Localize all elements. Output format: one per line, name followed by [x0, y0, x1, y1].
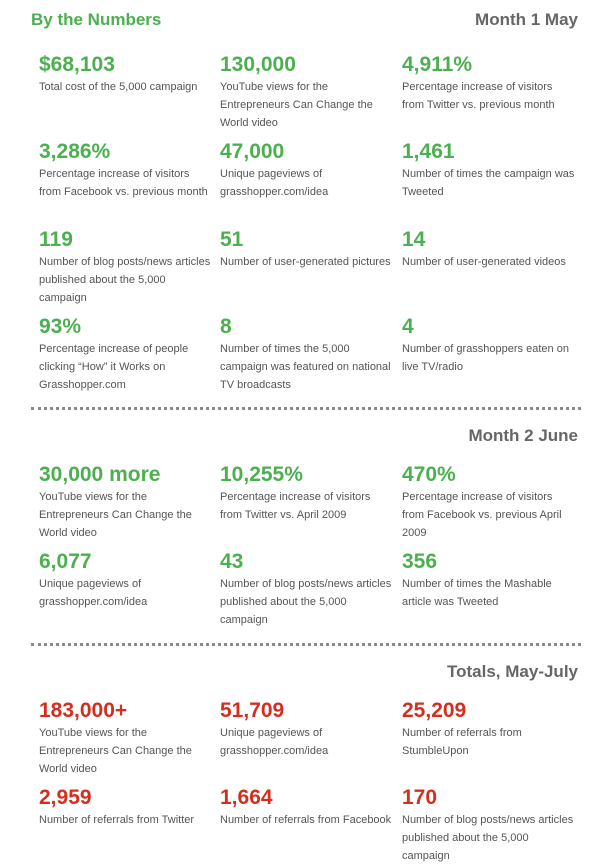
stat-item: 3,286% Percentage increase of visitors f…	[39, 139, 214, 201]
stat-value: 356	[402, 550, 438, 573]
stat-value: 2,959	[39, 786, 92, 809]
stat-item: 51,709 Unique pageviews of grasshopper.c…	[220, 698, 395, 760]
stat-value: 14	[402, 228, 426, 251]
stat-item: 14 Number of user-generated videos	[402, 227, 577, 271]
stat-value: 1,461	[402, 140, 455, 163]
stat-value: 470%	[402, 463, 456, 486]
stat-value: 25,209	[402, 699, 467, 722]
stat-item: 470% Percentage increase of visitors fro…	[402, 462, 577, 542]
stat-value: 51	[220, 228, 244, 251]
section-label-totals: Totals, May-July	[447, 662, 578, 681]
stat-value: 1,664	[220, 786, 273, 809]
stat-item: 10,255% Percentage increase of visitors …	[220, 462, 395, 524]
stat-item: 130,000 YouTube views for the Entreprene…	[220, 52, 395, 132]
stat-description: Number of referrals from Twitter	[39, 814, 195, 826]
stat-value: 4,911%	[402, 53, 473, 76]
section-label-month-2: Month 2 June	[468, 426, 578, 445]
stat-description: Number of referrals from Facebook	[220, 814, 392, 826]
stat-value: 130,000	[220, 53, 296, 76]
stat-value: 8	[220, 315, 232, 338]
stat-description: Number of blog posts/news articles publi…	[220, 578, 392, 626]
stat-value: 170	[402, 786, 438, 809]
stat-description: Percentage increase of visitors from Fac…	[39, 168, 208, 198]
section-label-month-1: Month 1 May	[475, 10, 578, 29]
stat-item: 119 Number of blog posts/news articles p…	[39, 227, 214, 307]
stat-value: $68,103	[39, 53, 115, 76]
stat-description: Percentage increase of people clicking “…	[39, 343, 189, 391]
stat-item: 170 Number of blog posts/news articles p…	[402, 785, 577, 865]
stat-item: $68,103 Total cost of the 5,000 campaign	[39, 52, 214, 96]
stat-description: Unique pageviews of grasshopper.com/idea	[220, 727, 329, 757]
stat-item: 51 Number of user-generated pictures	[220, 227, 395, 271]
section-divider	[31, 643, 581, 646]
stat-value: 43	[220, 550, 244, 573]
stat-item: 1,461 Number of times the campaign was T…	[402, 139, 577, 201]
stat-value: 47,000	[220, 140, 285, 163]
stat-description: Number of referrals from StumbleUpon	[402, 727, 522, 757]
stat-description: Number of grasshoppers eaten on live TV/…	[402, 343, 569, 373]
stat-description: YouTube views for the Entrepreneurs Can …	[220, 81, 373, 129]
stat-description: Number of blog posts/news articles publi…	[402, 814, 574, 862]
stat-item: 93% Percentage increase of people clicki…	[39, 314, 214, 394]
stat-description: Number of user-generated videos	[402, 256, 566, 268]
stat-description: Percentage increase of visitors from Fac…	[402, 491, 562, 539]
stat-description: Number of times the Mashable article was…	[402, 578, 552, 608]
stat-description: Percentage increase of visitors from Twi…	[402, 81, 555, 111]
stat-description: Unique pageviews of grasshopper.com/idea	[220, 168, 329, 198]
stat-description: YouTube views for the Entrepreneurs Can …	[39, 727, 192, 775]
stat-item: 43 Number of blog posts/news articles pu…	[220, 549, 395, 629]
stat-value: 6,077	[39, 550, 92, 573]
stat-value: 3,286%	[39, 140, 111, 163]
stat-value: 119	[39, 228, 73, 251]
stat-description: Percentage increase of visitors from Twi…	[220, 491, 371, 521]
stat-item: 4 Number of grasshoppers eaten on live T…	[402, 314, 577, 376]
stat-value: 51,709	[220, 699, 285, 722]
stat-item: 183,000+ YouTube views for the Entrepren…	[39, 698, 214, 778]
stat-item: 30,000 more YouTube views for the Entrep…	[39, 462, 214, 542]
stat-item: 2,959 Number of referrals from Twitter	[39, 785, 214, 829]
stat-item: 25,209 Number of referrals from StumbleU…	[402, 698, 577, 760]
stat-description: Unique pageviews of grasshopper.com/idea	[39, 578, 148, 608]
stat-item: 356 Number of times the Mashable article…	[402, 549, 577, 611]
section-divider	[31, 407, 581, 410]
stat-value: 93%	[39, 315, 82, 338]
stat-description: Total cost of the 5,000 campaign	[39, 81, 198, 93]
stat-description: Number of user-generated pictures	[220, 256, 391, 268]
stat-description: Number of times the 5,000 campaign was f…	[220, 343, 391, 391]
stat-description: YouTube views for the Entrepreneurs Can …	[39, 491, 192, 539]
stat-value: 30,000 more	[39, 463, 161, 486]
stat-description: Number of times the campaign was Tweeted	[402, 168, 575, 198]
stat-item: 4,911% Percentage increase of visitors f…	[402, 52, 577, 114]
stat-item: 8 Number of times the 5,000 campaign was…	[220, 314, 395, 394]
page-title: By the Numbers	[31, 10, 162, 29]
stat-value: 4	[402, 315, 414, 338]
stat-value: 183,000+	[39, 699, 128, 722]
stat-value: 10,255%	[220, 463, 303, 486]
stat-item: 47,000 Unique pageviews of grasshopper.c…	[220, 139, 395, 201]
stat-item: 1,664 Number of referrals from Facebook	[220, 785, 395, 829]
stat-description: Number of blog posts/news articles publi…	[39, 256, 211, 304]
stat-item: 6,077 Unique pageviews of grasshopper.co…	[39, 549, 214, 611]
